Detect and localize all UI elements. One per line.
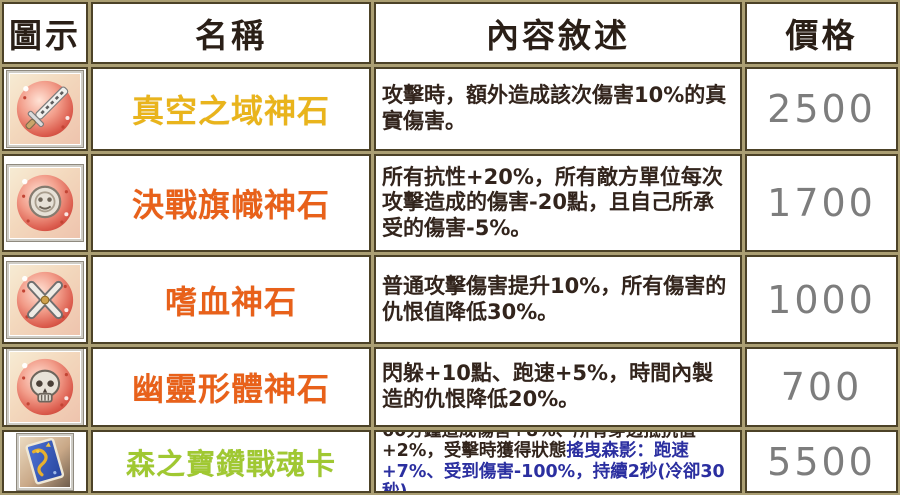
item-icon-cell bbox=[2, 255, 88, 344]
header-price-column: 價格 bbox=[745, 2, 898, 64]
header-price-label: 價格 bbox=[785, 16, 858, 55]
vacuum-domain-gem-icon bbox=[7, 71, 83, 147]
decisive-banner-gem-icon bbox=[7, 165, 83, 241]
gem-medal-glyph bbox=[16, 174, 74, 232]
item-price-cell: 2500 bbox=[745, 67, 898, 151]
item-price: 700 bbox=[780, 365, 863, 409]
item-price: 1000 bbox=[767, 277, 876, 322]
item-icon-cell bbox=[2, 67, 88, 151]
bloodthirst-gem-icon bbox=[7, 261, 83, 338]
item-description: 60分鐘造成傷害+8%、所有穿透抵抗值+2%，受擊時獲得狀態搖曳森影：跑速+7%… bbox=[382, 430, 734, 493]
header-icon-column: 圖示 bbox=[2, 2, 88, 64]
header-description-column: 內容敘述 bbox=[374, 2, 742, 64]
item-description: 攻擊時，額外造成該次傷害10%的真實傷害。 bbox=[382, 83, 727, 133]
item-price-cell: 1000 bbox=[745, 255, 898, 344]
item-description-buff-highlight: 搖曳森影：跑速+7%、受到傷害-100%，持續2秒(冷卻30秒) bbox=[382, 441, 725, 493]
item-name-cell: 真空之域神石 bbox=[91, 67, 371, 151]
item-icon-cell bbox=[2, 347, 88, 427]
item-name-cell: 決戰旗幟神石 bbox=[91, 154, 371, 252]
item-price-cell: 5500 bbox=[745, 430, 898, 493]
gem-skull-glyph bbox=[16, 358, 74, 416]
item-description-base: 60分鐘造成傷害+8%、所有穿透抵抗值+2%，受擊時獲得狀態 bbox=[382, 430, 696, 462]
item-desc-cell: 普通攻擊傷害提升10%，所有傷害的仇恨值降低30%。 bbox=[374, 255, 742, 344]
gem-sword-glyph bbox=[16, 80, 74, 138]
item-name: 森之寶鑽戰魂卡 bbox=[125, 446, 336, 481]
item-description: 閃躲+10點、跑速+5%，時間內製造的仇恨降低20%。 bbox=[382, 361, 714, 411]
item-name: 幽靈形體神石 bbox=[131, 370, 330, 408]
item-price: 1700 bbox=[767, 181, 876, 225]
header-name-label: 名稱 bbox=[195, 16, 267, 55]
header-description-label: 內容敘述 bbox=[486, 16, 630, 55]
item-name: 決戰旗幟神石 bbox=[131, 186, 330, 224]
item-description: 普通攻擊傷害提升10%，所有傷害的仇恨值降低30%。 bbox=[382, 273, 727, 324]
item-desc-cell: 攻擊時，額外造成該次傷害10%的真實傷害。 bbox=[374, 67, 742, 151]
gem-crossed-blades-glyph bbox=[16, 271, 74, 328]
item-price: 2500 bbox=[767, 87, 876, 131]
item-desc-cell: 所有抗性+20%，所有敵方單位每次攻擊造成的傷害-20點，且自己所承受的傷害-5… bbox=[374, 154, 742, 252]
header-name-column: 名稱 bbox=[91, 2, 371, 64]
item-icon-cell bbox=[2, 430, 88, 493]
item-name-cell: 幽靈形體神石 bbox=[91, 347, 371, 427]
item-name-cell: 嗜血神石 bbox=[91, 255, 371, 344]
item-name: 真空之域神石 bbox=[131, 92, 330, 130]
item-desc-cell: 60分鐘造成傷害+8%、所有穿透抵抗值+2%，受擊時獲得狀態搖曳森影：跑速+7%… bbox=[374, 430, 742, 493]
item-desc-cell: 閃躲+10點、跑速+5%，時間內製造的仇恨降低20%。 bbox=[374, 347, 742, 427]
item-price-cell: 700 bbox=[745, 347, 898, 427]
dragon-card-glyph bbox=[25, 437, 65, 484]
item-price-cell: 1700 bbox=[745, 154, 898, 252]
header-icon-label: 圖示 bbox=[9, 16, 81, 55]
item-name: 嗜血神石 bbox=[164, 282, 297, 321]
item-name-cell: 森之寶鑽戰魂卡 bbox=[91, 430, 371, 493]
ghost-form-gem-icon bbox=[7, 349, 83, 425]
forest-gem-battle-soul-card-icon bbox=[17, 433, 73, 490]
item-description: 所有抗性+20%，所有敵方單位每次攻擊造成的傷害-20點，且自己所承受的傷害-5… bbox=[382, 164, 723, 240]
item-icon-cell bbox=[2, 154, 88, 252]
item-price: 5500 bbox=[767, 439, 876, 484]
